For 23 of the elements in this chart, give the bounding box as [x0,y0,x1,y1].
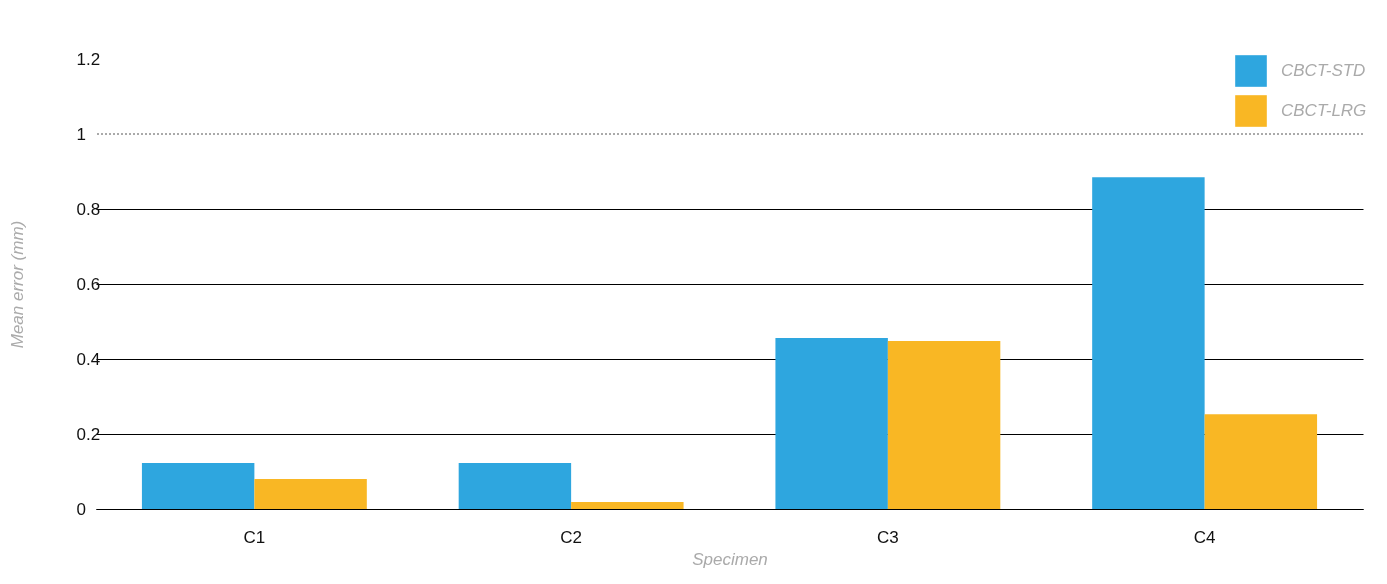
y-tick-label: 1.2 [76,49,101,69]
y-tick-label: 0.6 [76,274,101,294]
x-tick-label: C4 [1193,527,1216,547]
bar [141,462,255,509]
legend-label: CBCT-LRG [1281,101,1367,120]
bar [1092,177,1205,509]
y-tick-label: 0 [76,499,86,519]
x-tick-label: C3 [877,527,899,547]
bar [775,338,888,509]
y-tick-label: 0.4 [76,349,101,369]
bar [254,479,367,509]
y-tick-label: 0.2 [76,424,101,444]
x-axis-title: Specimen [692,549,768,569]
y-tick-label: 1 [76,124,86,144]
legend-label: CBCT-STD [1281,61,1366,80]
bar [1204,414,1318,509]
x-tick-label: C2 [560,527,582,547]
bar [571,501,684,509]
y-tick-label: 0.8 [76,199,101,219]
bar [887,341,1001,509]
bar [458,462,572,509]
x-tick-label: C1 [243,527,266,547]
y-axis-title: Mean error (mm) [7,220,27,349]
